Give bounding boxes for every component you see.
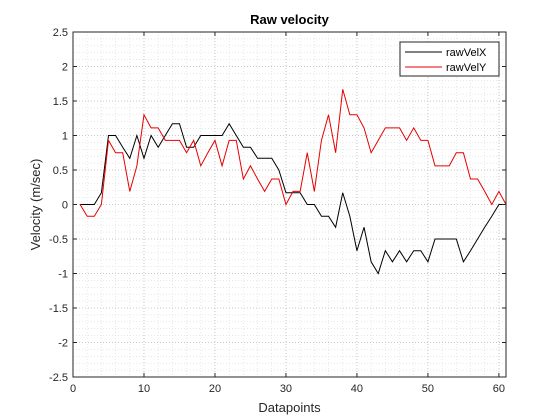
y-tick-labels: -2.5 -2 -1.5 -1 -0.5 0 0.5 1 1.5 2 2.5: [49, 27, 68, 384]
tick-marks: [72, 31, 506, 378]
y-tick-label: -1.5: [49, 303, 68, 315]
y-tick-label: -0.5: [49, 234, 68, 246]
y-tick-label: 0.5: [53, 165, 68, 177]
series-layer: [79, 89, 507, 275]
y-axis-label: Velocity (m/sec): [28, 159, 43, 251]
x-tick-label: 0: [70, 383, 76, 395]
y-tick-label: -2: [58, 338, 68, 350]
x-tick-labels: 0 10 20 30 40 50 60: [70, 383, 505, 395]
chart-title: Raw velocity: [250, 12, 330, 27]
x-axis-label: Datapoints: [258, 400, 321, 415]
x-tick-label: 10: [138, 383, 150, 395]
x-tick-label: 60: [493, 383, 505, 395]
series-line-rawVelY: [79, 89, 507, 217]
legend-label-rawVelY: rawVelY: [446, 62, 487, 74]
y-tick-label: 0: [62, 200, 68, 212]
y-tick-label: 2.5: [53, 27, 68, 39]
y-tick-label: -2.5: [49, 372, 68, 384]
y-tick-label: 2: [62, 62, 68, 74]
legend-label-rawVelX: rawVelX: [446, 47, 487, 59]
y-tick-label: 1.5: [53, 96, 68, 108]
x-tick-label: 40: [351, 383, 363, 395]
x-tick-label: 50: [422, 383, 434, 395]
legend: rawVelX rawVelY: [399, 41, 500, 77]
series-line-rawVelX: [80, 122, 506, 275]
x-tick-label: 30: [280, 383, 292, 395]
plot-area: [72, 31, 507, 378]
y-tick-label: -1: [58, 269, 68, 281]
legend-box: [399, 41, 500, 77]
x-tick-label: 20: [209, 383, 221, 395]
y-tick-label: 1: [62, 131, 68, 143]
